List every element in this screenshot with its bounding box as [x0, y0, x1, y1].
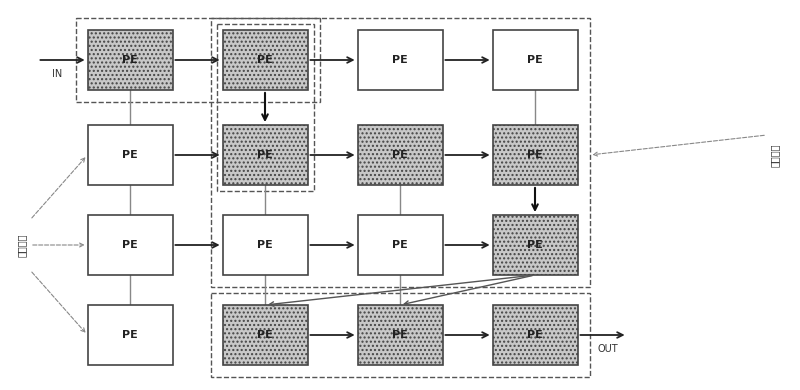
Text: PE: PE — [122, 150, 138, 160]
Text: PE: PE — [527, 55, 543, 65]
Bar — [493, 30, 578, 90]
Bar — [222, 125, 307, 185]
Text: 闲置单元: 闲置单元 — [17, 233, 27, 257]
Bar — [210, 293, 590, 377]
Bar — [222, 215, 307, 275]
Bar — [87, 125, 173, 185]
Text: PE: PE — [257, 330, 273, 340]
Text: PE: PE — [392, 240, 408, 250]
Text: PE: PE — [392, 330, 408, 340]
Bar — [222, 305, 307, 365]
Text: PE: PE — [527, 150, 543, 160]
Text: IN: IN — [52, 69, 62, 79]
Bar — [358, 215, 442, 275]
Bar — [222, 30, 307, 90]
Bar — [210, 18, 590, 287]
Bar — [75, 18, 319, 102]
Bar — [87, 30, 173, 90]
Bar — [217, 24, 314, 191]
Text: PE: PE — [122, 55, 138, 65]
Text: PE: PE — [527, 240, 543, 250]
Text: PE: PE — [392, 55, 408, 65]
Bar — [87, 305, 173, 365]
Text: PE: PE — [257, 150, 273, 160]
Text: PE: PE — [122, 240, 138, 250]
Bar — [493, 215, 578, 275]
Text: PE: PE — [257, 240, 273, 250]
Text: PE: PE — [257, 55, 273, 65]
Text: PE: PE — [122, 330, 138, 340]
Bar — [358, 125, 442, 185]
Bar — [87, 215, 173, 275]
Text: PE: PE — [527, 330, 543, 340]
Bar — [493, 125, 578, 185]
Text: 工作单元: 工作单元 — [770, 143, 780, 167]
Text: PE: PE — [392, 150, 408, 160]
Text: OUT: OUT — [597, 344, 618, 354]
Bar — [358, 305, 442, 365]
Bar — [493, 305, 578, 365]
Bar — [358, 30, 442, 90]
